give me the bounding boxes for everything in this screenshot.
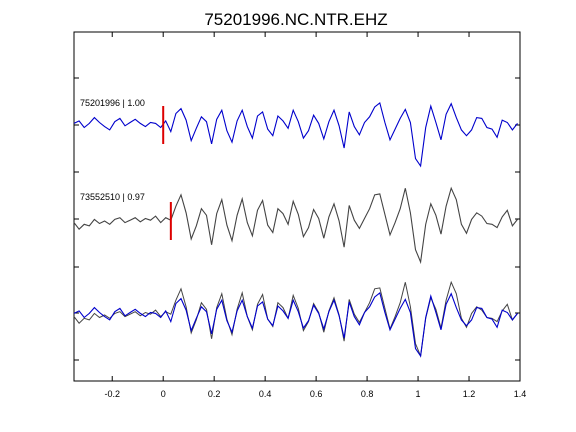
trace-label-match: 73552510 | 0.97 bbox=[80, 192, 145, 202]
x-tick-label: 1.4 bbox=[514, 389, 527, 399]
x-tick-label: 1.2 bbox=[463, 389, 476, 399]
x-tick-label: 0.6 bbox=[310, 389, 323, 399]
x-axis: -0.2 0 0.2 0.4 0.6 0.8 1 1.2 1.4 bbox=[104, 32, 526, 399]
plot-frame bbox=[73, 31, 521, 382]
x-tick-label: 0 bbox=[161, 389, 166, 399]
trace-layer bbox=[73, 101, 518, 358]
chart-title: 75201996.NC.NTR.EHZ bbox=[204, 10, 387, 29]
waveform-match bbox=[73, 186, 518, 265]
x-tick-label: 0.4 bbox=[259, 389, 272, 399]
y-tick-marks bbox=[74, 77, 520, 361]
waveform-reference bbox=[73, 101, 518, 168]
trace-label-reference: 75201996 | 1.00 bbox=[80, 98, 145, 108]
x-tick-label: -0.2 bbox=[104, 389, 120, 399]
x-tick-label: 1 bbox=[416, 389, 421, 399]
overlay-waveform-reference bbox=[73, 291, 518, 358]
x-tick-label: 0.8 bbox=[361, 389, 374, 399]
overlay-waveform-match bbox=[73, 280, 518, 358]
x-tick-label: 0.2 bbox=[208, 389, 221, 399]
